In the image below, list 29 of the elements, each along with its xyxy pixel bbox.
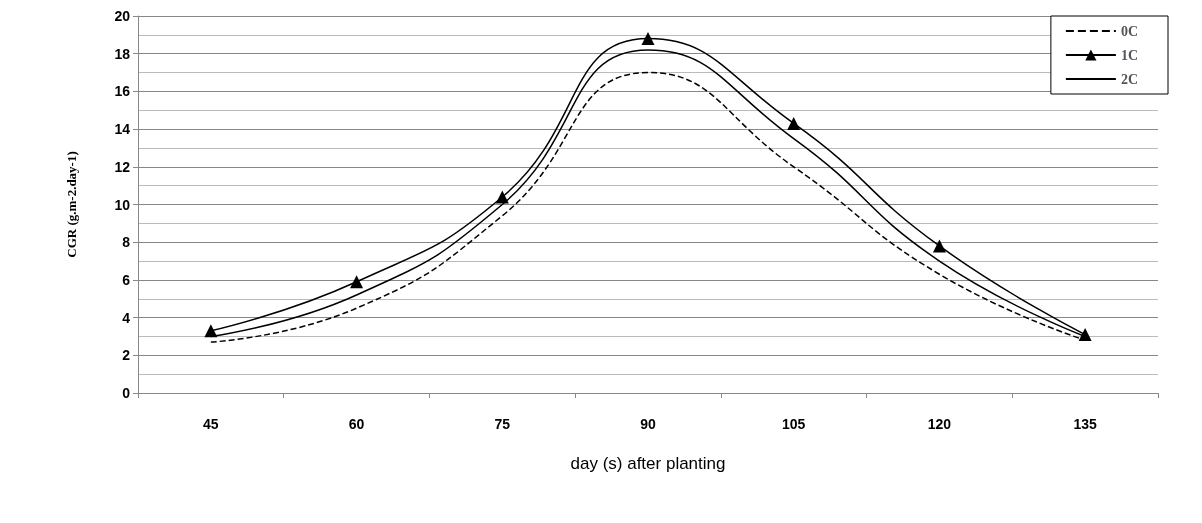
point xyxy=(641,32,655,46)
y-tick-label: 16 xyxy=(114,83,131,100)
x-tick-label: 90 xyxy=(640,416,656,432)
legend-label: 2C xyxy=(1120,71,1139,87)
x-tick-label: 120 xyxy=(927,416,952,432)
y-tick-label: 10 xyxy=(114,196,131,213)
y-tick-label: 20 xyxy=(114,8,131,24)
x-tick-label: 105 xyxy=(782,416,806,432)
x-tick-label: 60 xyxy=(348,416,365,432)
y-axis-title: CGR (g.m-2.day-1) xyxy=(64,151,79,258)
y-tick-label: 8 xyxy=(122,234,131,251)
legend-label: 1C xyxy=(1120,47,1139,63)
legend-label: 0C xyxy=(1120,23,1139,39)
x-tick-label: 135 xyxy=(1073,416,1098,432)
x-axis-title: day (s) after planting xyxy=(570,454,726,473)
point xyxy=(932,239,946,253)
point xyxy=(350,275,364,289)
x-tick-label: 45 xyxy=(203,416,219,432)
point xyxy=(495,190,509,204)
y-tick-label: 0 xyxy=(122,385,131,401)
point xyxy=(787,116,801,130)
x-tick-label: 75 xyxy=(494,416,511,432)
y-tick-label: 2 xyxy=(122,347,131,364)
y-tick-label: 12 xyxy=(114,158,131,175)
y-tick-label: 14 xyxy=(114,121,131,138)
point xyxy=(204,324,218,338)
y-tick-label: 6 xyxy=(122,271,131,288)
y-tick-label: 18 xyxy=(114,45,131,62)
y-tick-label: 4 xyxy=(122,309,131,326)
